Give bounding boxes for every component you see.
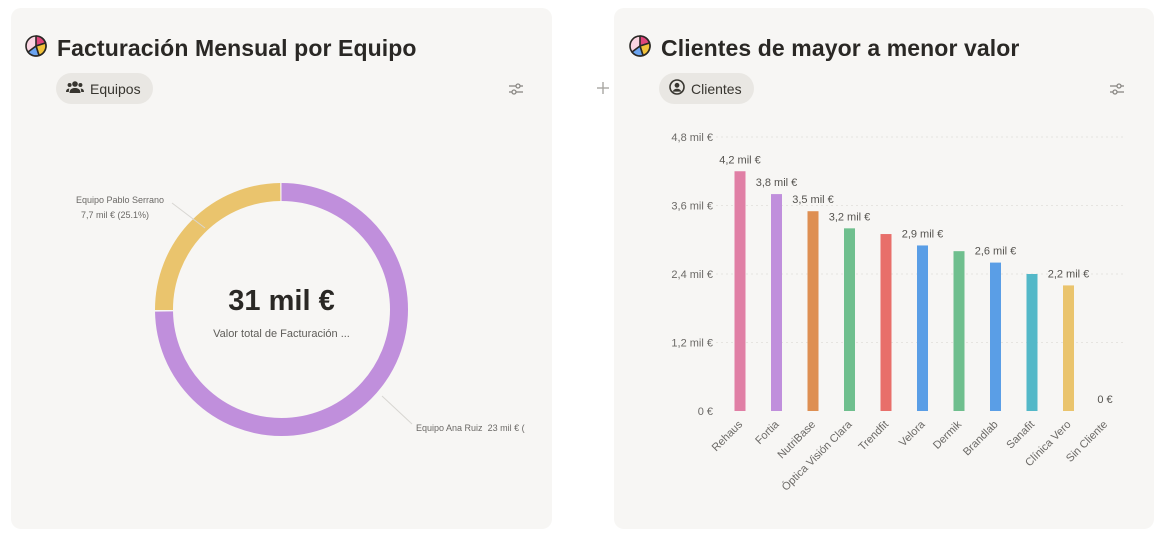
pie-chart-icon <box>627 32 653 64</box>
donut-slice[interactable] <box>155 183 408 436</box>
x-tick-label: Sanafit <box>1004 419 1037 452</box>
card-title-text: Facturación Mensual por Equipo <box>57 34 417 61</box>
bar[interactable] <box>880 234 892 411</box>
pie-chart-icon <box>23 32 49 64</box>
clientes-chip-label: Clientes <box>691 80 742 97</box>
x-tick-label: Brandlab <box>961 419 1001 459</box>
y-tick-label: 4,8 mil € <box>671 132 713 144</box>
donut-slice[interactable] <box>155 183 408 436</box>
bar-data-label: 2,9 mil € <box>902 228 944 240</box>
bar[interactable] <box>1026 274 1038 411</box>
y-tick-label: 2,4 mil € <box>671 269 713 281</box>
slice-label-ana: Equipo Ana Ruiz 23 mil € ( <box>416 423 525 433</box>
slice-label-pablo: Equipo Pablo Serrano <box>76 195 165 205</box>
clientes-filter-chip[interactable]: Clientes <box>659 73 754 104</box>
sliders-icon[interactable] <box>1110 82 1124 100</box>
people-icon <box>66 80 84 97</box>
x-tick-label: Rehaus <box>710 418 746 454</box>
x-tick-label: Dermik <box>931 418 964 451</box>
team-donut-chart: 31 mil € Valor total de Facturación ... <box>155 183 408 436</box>
card-title: Facturación Mensual por Equipo <box>23 32 417 64</box>
bar[interactable] <box>771 194 782 411</box>
y-tick-label: 3,6 mil € <box>671 201 713 213</box>
slice-value-pablo: 7,7 mil € (25.1%) <box>81 210 150 220</box>
x-tick-label: Trendfit <box>857 419 892 454</box>
sliders-icon[interactable] <box>509 82 523 100</box>
x-tick-label: Fortia <box>753 418 782 447</box>
equipos-chip-label: Equipos <box>90 80 141 97</box>
card-title-text: Clientes de mayor a menor valor <box>661 34 1020 61</box>
plus-icon[interactable] <box>596 81 610 100</box>
y-tick-label: 0 € <box>698 406 713 418</box>
x-tick-label: Velora <box>897 418 928 449</box>
bar-data-label: 4,2 mil € <box>719 154 761 166</box>
y-tick-label: 1,2 mil € <box>671 338 713 350</box>
x-tick-label: Óptica Visión Clara <box>779 417 855 493</box>
bar-data-label: 3,2 mil € <box>829 211 871 223</box>
equipos-filter-chip[interactable]: Equipos <box>56 73 153 104</box>
slice-label-ana-name: Equipo Ana Ruiz <box>416 423 483 433</box>
bar[interactable] <box>990 262 1001 411</box>
slice-value-ana: 23 mil € ( <box>487 423 525 433</box>
bar-data-label: 0 € <box>1097 394 1112 406</box>
bar-data-label: 3,8 mil € <box>756 177 798 189</box>
bar-data-label: 2,2 mil € <box>1048 268 1090 280</box>
bar-data-label: 2,6 mil € <box>975 246 1017 258</box>
bar[interactable] <box>734 171 746 411</box>
clients-bar-chart: 0 € 1,2 mil € 2,4 mil € 3,6 mil € 4,8 mil € 4… <box>671 132 1124 494</box>
bar[interactable] <box>917 245 928 411</box>
bar[interactable] <box>844 228 855 411</box>
bar[interactable] <box>1063 285 1074 411</box>
person-circle-icon <box>669 79 685 98</box>
billing-by-team-card: Facturación Mensual por Equipo Equipos <box>11 8 552 529</box>
bar[interactable] <box>807 211 819 411</box>
bar-data-label: 3,5 mil € <box>792 194 834 206</box>
card-title: Clientes de mayor a menor valor <box>627 32 1019 64</box>
bar[interactable] <box>953 251 965 411</box>
